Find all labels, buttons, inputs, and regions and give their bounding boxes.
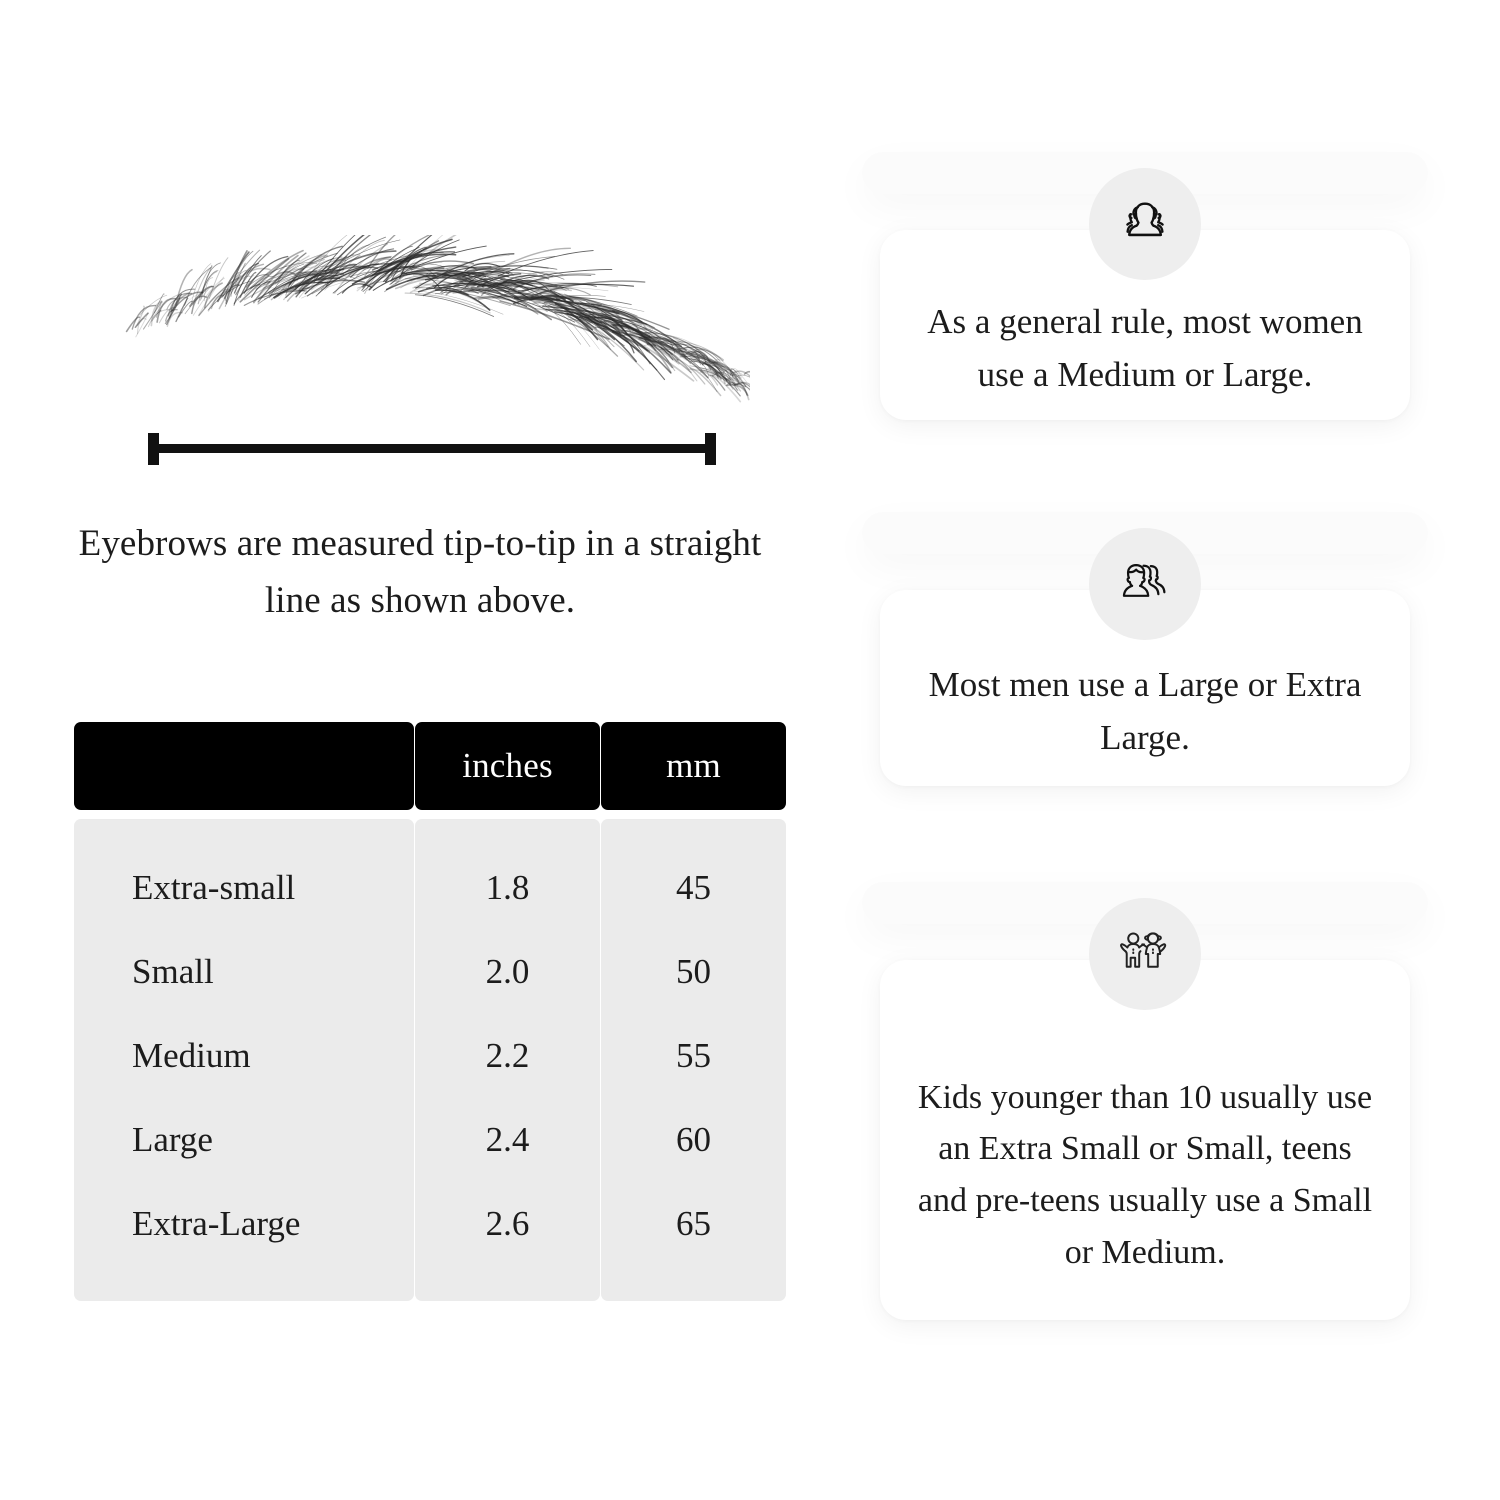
table-cell-mm: 60: [676, 1120, 711, 1159]
table-body-inches: 1.8 2.0 2.2 2.4 2.6: [415, 819, 600, 1301]
table-row: Extra-Large: [132, 1204, 301, 1243]
table-body-mm: 45 50 55 60 65: [601, 819, 786, 1301]
table-cell-inches: 1.8: [485, 868, 530, 907]
sizing-tips-panel: As a general rule, most women use a Medi…: [830, 0, 1500, 1500]
measurement-guide-panel: Eyebrows are measured tip-to-tip in a st…: [74, 235, 794, 1301]
three-men-icon: [1089, 528, 1201, 640]
tip-to-tip-measurement-bar: [148, 433, 716, 465]
table-row: Medium: [132, 1036, 251, 1075]
table-cell-mm: 50: [676, 952, 711, 991]
table-body-size: Extra-small Small Medium Large Extra-Lar…: [74, 819, 414, 1301]
table-row: Extra-small: [132, 868, 296, 907]
tip-card-body: Most men use a Large or Extra Large.: [880, 590, 1410, 786]
table-header-mm: mm: [601, 722, 786, 810]
tip-card-body: Kids younger than 10 usually use an Extr…: [880, 960, 1410, 1320]
table-column-size: Extra-small Small Medium Large Extra-Lar…: [74, 722, 414, 1301]
tip-text: Kids younger than 10 usually use an Extr…: [917, 1078, 1373, 1271]
table-header-size: [74, 722, 414, 810]
table-row: Large: [132, 1120, 213, 1159]
table-cell-mm: 65: [676, 1204, 711, 1243]
table-row: Small: [132, 952, 214, 991]
measurement-caption: Eyebrows are measured tip-to-tip in a st…: [78, 523, 762, 622]
table-column-inches: inches 1.8 2.0 2.2 2.4 2.6: [415, 722, 600, 1301]
table-cell-mm: 55: [676, 1036, 711, 1075]
two-kids-icon: [1089, 898, 1201, 1010]
table-cell-inches: 2.4: [485, 1120, 530, 1159]
eyebrow-illustration: [120, 235, 750, 420]
tip-text: Most men use a Large or Extra Large.: [928, 664, 1362, 757]
table-cell-inches: 2.0: [485, 952, 530, 991]
size-chart-table: Extra-small Small Medium Large Extra-Lar…: [74, 722, 794, 1301]
table-cell-inches: 2.6: [485, 1204, 530, 1243]
table-cell-mm: 45: [676, 868, 711, 907]
three-women-icon: [1089, 168, 1201, 280]
table-header-inches: inches: [415, 722, 600, 810]
table-cell-inches: 2.2: [485, 1036, 530, 1075]
tip-text: As a general rule, most women use a Medi…: [927, 301, 1363, 394]
table-column-mm: mm 45 50 55 60 65: [601, 722, 786, 1301]
